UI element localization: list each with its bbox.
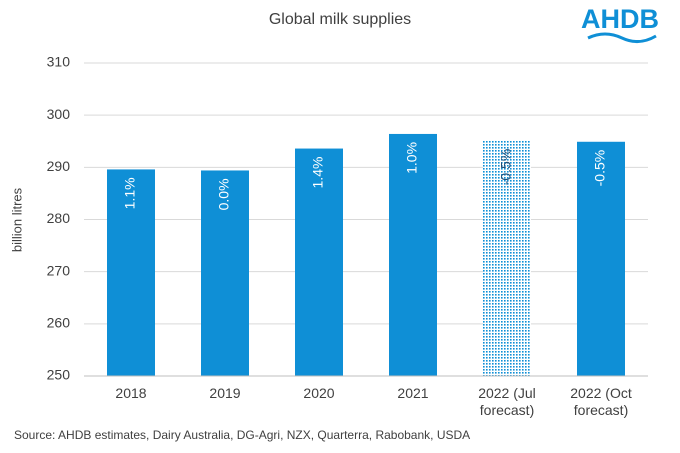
- x-tick-label: 2018: [115, 385, 147, 401]
- x-tick-label: 2021: [397, 385, 429, 401]
- bar: [577, 141, 625, 376]
- bar: [201, 170, 249, 376]
- x-tick-label: 2022 (Jul forecast): [478, 385, 536, 418]
- chart-title: Global milk supplies: [269, 11, 411, 28]
- bar-annotation: 1.4%: [310, 157, 326, 189]
- bar-annotation: -0.5%: [592, 150, 608, 187]
- bar-annotation: -0.5%: [498, 149, 514, 186]
- y-tick-label: 290: [47, 158, 71, 174]
- bar: [389, 133, 437, 376]
- bar: [483, 140, 531, 376]
- logo: AHDB: [581, 4, 659, 34]
- bar-annotation: 0.0%: [216, 178, 232, 210]
- x-tick-label: 2022 (Oct forecast): [570, 385, 632, 418]
- y-tick-label: 260: [47, 315, 71, 331]
- y-tick-label: 270: [47, 262, 71, 278]
- bar: [107, 169, 155, 376]
- y-axis-label: billion litres: [9, 187, 24, 252]
- source: Source: AHDB estimates, Dairy Australia,…: [14, 428, 470, 442]
- bar-annotation: 1.1%: [122, 177, 138, 209]
- y-tick-label: 300: [47, 106, 71, 122]
- y-tick-label: 310: [47, 54, 71, 70]
- bar: [295, 148, 343, 376]
- y-tick-label: 250: [47, 367, 71, 383]
- logo-wave: [587, 32, 657, 43]
- x-tick-label: 2020: [303, 385, 335, 401]
- x-tick-label: 2019: [209, 385, 241, 401]
- bar-annotation: 1.0%: [404, 142, 420, 174]
- y-tick-label: 280: [47, 210, 71, 226]
